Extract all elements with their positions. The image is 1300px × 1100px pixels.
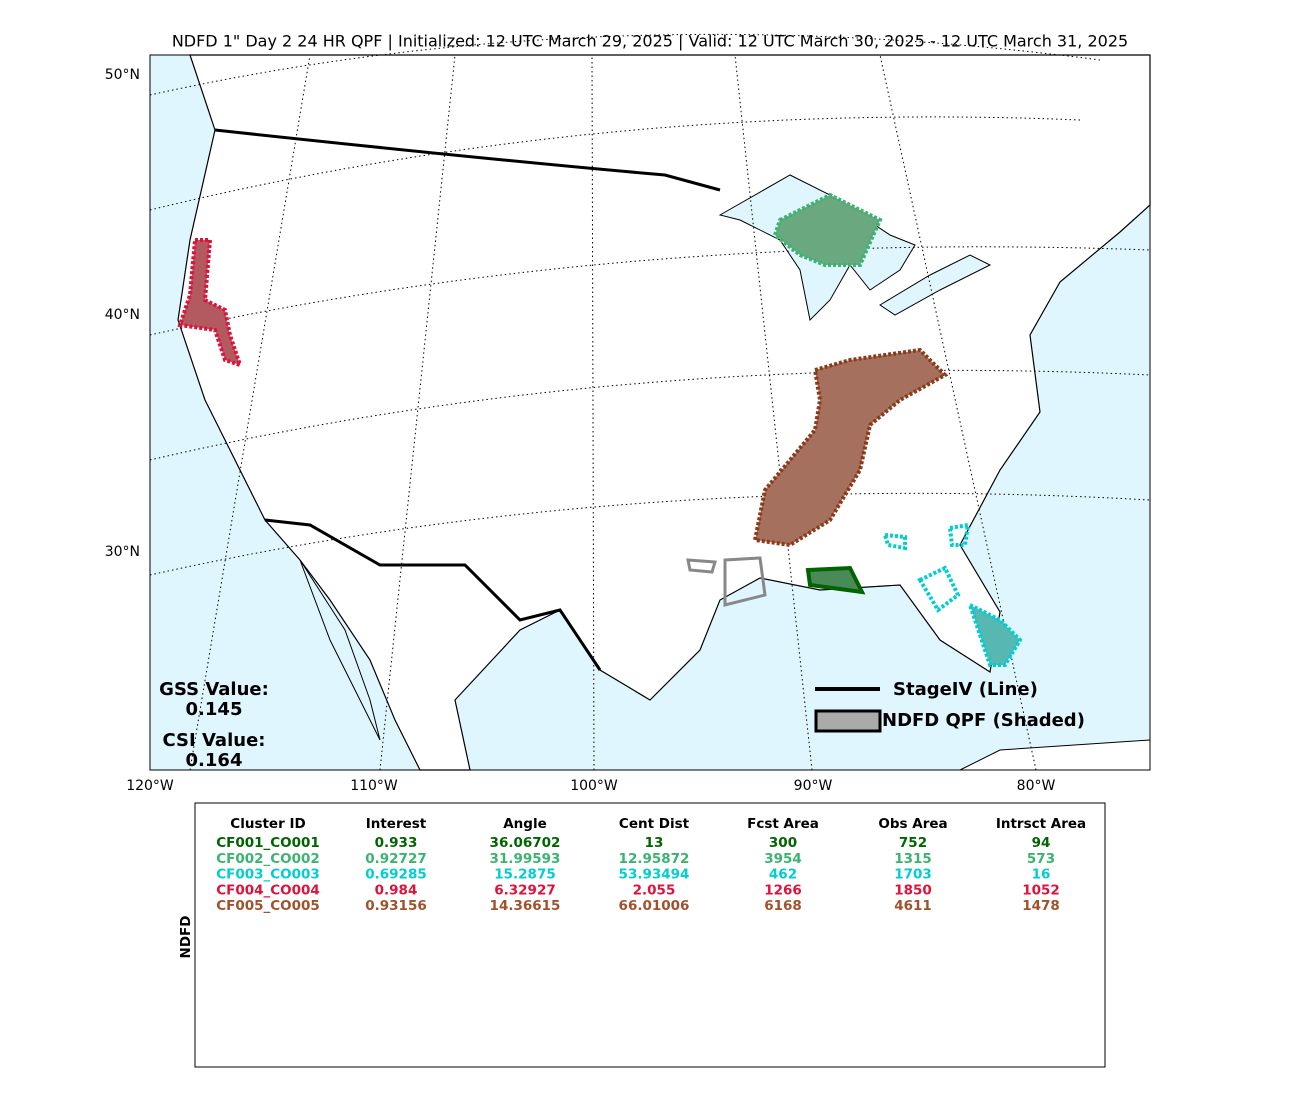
table-cell: CF005_CO005 [216, 898, 320, 914]
border [264, 518, 602, 671]
table-cell: 6168 [764, 898, 802, 914]
gss-label: GSS Value: [159, 679, 269, 700]
table-cell: CF001_CO001 [216, 835, 320, 851]
table: Cluster ID Interest Angle Cent Dist Fcst Are… [216, 816, 1086, 914]
table-cell: 300 [769, 835, 797, 851]
table-cell: 4611 [894, 898, 932, 914]
table-cell: 53.93494 [619, 867, 690, 883]
table-cell: CF004_CO004 [216, 882, 320, 898]
table-side-label: NDFD [178, 916, 194, 959]
map: 50°N 40°N 30°N 120°W 110°W 100°W 90°W 80… [105, 33, 1151, 794]
table-cell: 6.32927 [494, 882, 556, 898]
title: NDFD 1" Day 2 24 HR QPF | Initialized: 1… [172, 32, 1128, 51]
table-cell: 14.36615 [490, 898, 561, 914]
table-cell: 16 [1032, 867, 1051, 883]
table-cell: 0.69285 [365, 867, 427, 883]
lon-label: 100°W [570, 778, 618, 794]
table-cell: 1315 [894, 851, 932, 867]
legend-swatch [814, 709, 882, 733]
column-header: Angle [503, 816, 547, 832]
table-cell: 462 [769, 867, 797, 883]
lat-label: 30°N [105, 544, 140, 560]
table-cell: 0.933 [375, 835, 418, 851]
lon-label: 90°W [794, 778, 833, 794]
table-cell: 0.92727 [365, 851, 427, 867]
column-header: Intrsct Area [996, 816, 1086, 832]
table-cell: 13 [645, 835, 664, 851]
column-header: Interest [366, 816, 427, 832]
table-cell: 1703 [894, 867, 932, 883]
table-cell: 94 [1032, 835, 1051, 851]
table-cell: 36.06702 [490, 835, 561, 851]
table-cell: 31.99593 [490, 851, 561, 867]
table-cell: 66.01006 [619, 898, 690, 914]
table-cell: 0.93156 [365, 898, 427, 914]
csi-value: 0.164 [186, 750, 243, 771]
table-cell: 573 [1027, 851, 1055, 867]
table-cell: 15.2875 [494, 867, 556, 883]
legend-entry: StageIV (Line) [893, 679, 1038, 700]
column-header: Obs Area [878, 816, 947, 832]
table-cell: CF003_CO003 [216, 867, 320, 883]
column-header: Cent Dist [619, 816, 690, 832]
lat-label: 40°N [105, 307, 140, 323]
table-cell: CF002_CO002 [216, 851, 320, 867]
table-cell: 1052 [1022, 882, 1060, 898]
gss-value: 0.145 [186, 699, 243, 720]
legend-entry: NDFD QPF (Shaded) [882, 710, 1085, 731]
gulf-california [299, 559, 381, 741]
land [177, 54, 1151, 771]
map-frame [149, 54, 1151, 771]
table-cell: 3954 [764, 851, 802, 867]
border [214, 128, 721, 192]
lat-label: 50°N [105, 67, 140, 83]
lon-label: 80°W [1017, 778, 1056, 794]
table-cell: 2.055 [633, 882, 676, 898]
table-cell: 1478 [1022, 898, 1060, 914]
clusters [177, 192, 1023, 667]
column-header: Cluster ID [230, 816, 305, 832]
column-header: Fcst Area [747, 816, 819, 832]
lake-erie [879, 254, 992, 316]
table-cell: 0.984 [375, 882, 418, 898]
lon-label: 110°W [350, 778, 398, 794]
csi-label: CSI Value: [163, 730, 266, 751]
table-cell: 1850 [894, 882, 932, 898]
table-cell: 12.95872 [619, 851, 690, 867]
table-cell: 1266 [764, 882, 802, 898]
table-frame [194, 802, 1106, 1068]
table-cell: 752 [899, 835, 927, 851]
lon-label: 120°W [126, 778, 174, 794]
